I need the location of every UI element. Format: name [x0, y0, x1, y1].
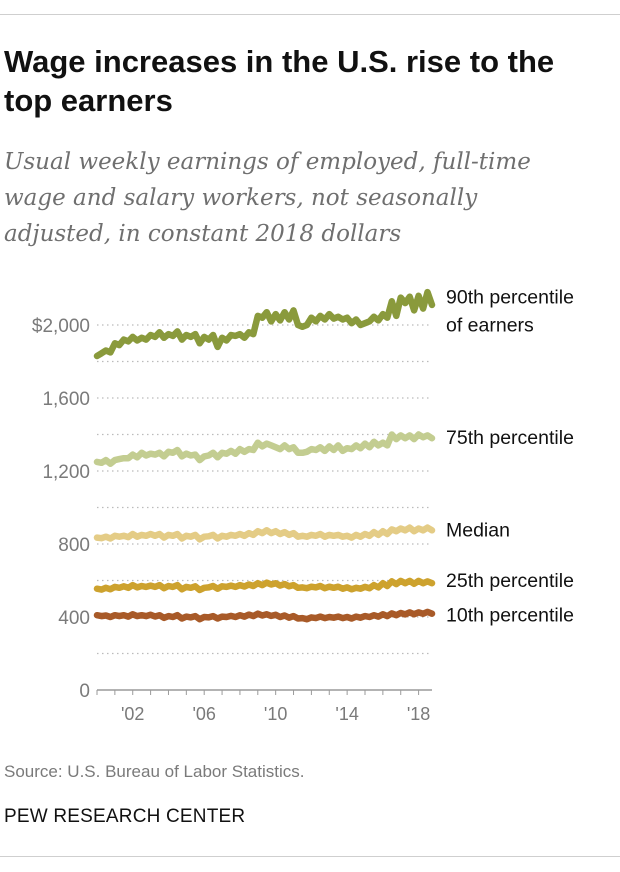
y-tick-label: 1,200	[42, 462, 90, 483]
series-label: 25th percentile	[446, 570, 574, 592]
x-tick-label: '14	[335, 704, 358, 724]
chart-subtitle: Usual weekly earnings of employed, full-…	[4, 149, 531, 247]
x-tick-label: '10	[264, 704, 287, 724]
source-note: Source: U.S. Bureau of Labor Statistics.	[4, 762, 305, 781]
x-tick-label: '18	[407, 704, 430, 724]
y-tick-label: 0	[79, 681, 90, 702]
y-tick-label: 800	[58, 535, 90, 556]
line-chart: 0 400 800 1,200 1,600 $2,000 '02 '06 '10 '14 '18 90…	[32, 287, 574, 724]
series-line	[93, 608, 436, 623]
series-line	[93, 524, 436, 543]
y-tick-label: 1,600	[42, 389, 90, 410]
series-label: Median	[446, 519, 510, 541]
series-label: 75th percentile	[446, 427, 574, 449]
y-tick-label: $2,000	[32, 316, 90, 337]
x-tick-label: '02	[121, 704, 144, 724]
bottom-rule	[0, 856, 620, 857]
brand-logo-text: PEW RESEARCH CENTER	[4, 806, 246, 827]
series-line	[93, 431, 436, 467]
series-label: 90th percentile	[446, 287, 574, 309]
chart-title: Wage increases in the U.S. rise to the t…	[4, 44, 555, 118]
series-line	[93, 288, 436, 360]
series-label: of earners	[446, 315, 534, 337]
y-tick-label: 400	[58, 608, 90, 629]
top-rule	[0, 14, 620, 15]
x-tick-label: '06	[192, 704, 215, 724]
series-line	[93, 577, 436, 594]
series-label: 10th percentile	[446, 604, 574, 626]
